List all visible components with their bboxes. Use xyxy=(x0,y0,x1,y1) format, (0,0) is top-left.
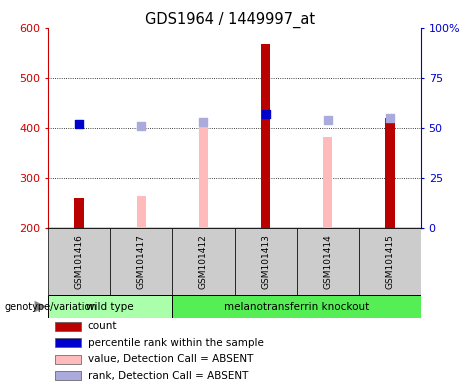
Text: GSM101413: GSM101413 xyxy=(261,234,270,289)
Text: value, Detection Call = ABSENT: value, Detection Call = ABSENT xyxy=(88,354,253,364)
Bar xyxy=(55,371,81,381)
Text: GSM101417: GSM101417 xyxy=(137,234,146,289)
Bar xyxy=(172,295,421,318)
Text: rank, Detection Call = ABSENT: rank, Detection Call = ABSENT xyxy=(88,371,248,381)
Bar xyxy=(235,228,297,295)
Bar xyxy=(48,295,172,318)
Text: GSM101416: GSM101416 xyxy=(75,234,83,289)
Point xyxy=(386,115,394,121)
Point xyxy=(200,119,207,125)
Bar xyxy=(385,118,395,228)
Text: count: count xyxy=(88,321,117,331)
Text: genotype/variation: genotype/variation xyxy=(5,301,97,311)
Text: wild type: wild type xyxy=(86,301,134,311)
Bar xyxy=(172,228,235,295)
Text: melanotransferrin knockout: melanotransferrin knockout xyxy=(224,301,369,311)
Bar xyxy=(261,44,270,228)
Text: percentile rank within the sample: percentile rank within the sample xyxy=(88,338,264,348)
Bar xyxy=(297,228,359,295)
Point xyxy=(324,117,331,123)
Polygon shape xyxy=(35,301,47,312)
Bar xyxy=(323,137,332,228)
Text: GSM101412: GSM101412 xyxy=(199,234,208,289)
Point xyxy=(262,111,269,117)
Bar xyxy=(136,195,146,228)
Point xyxy=(137,123,145,129)
Text: GSM101415: GSM101415 xyxy=(385,234,395,289)
Text: GSM101414: GSM101414 xyxy=(323,234,332,289)
Bar xyxy=(55,338,81,348)
Text: GDS1964 / 1449997_at: GDS1964 / 1449997_at xyxy=(145,12,316,28)
Bar xyxy=(110,228,172,295)
Bar xyxy=(74,198,84,228)
Bar xyxy=(55,355,81,364)
Point xyxy=(76,121,83,127)
Bar xyxy=(359,228,421,295)
Bar xyxy=(55,322,81,331)
Bar xyxy=(48,228,110,295)
Bar xyxy=(199,126,208,228)
